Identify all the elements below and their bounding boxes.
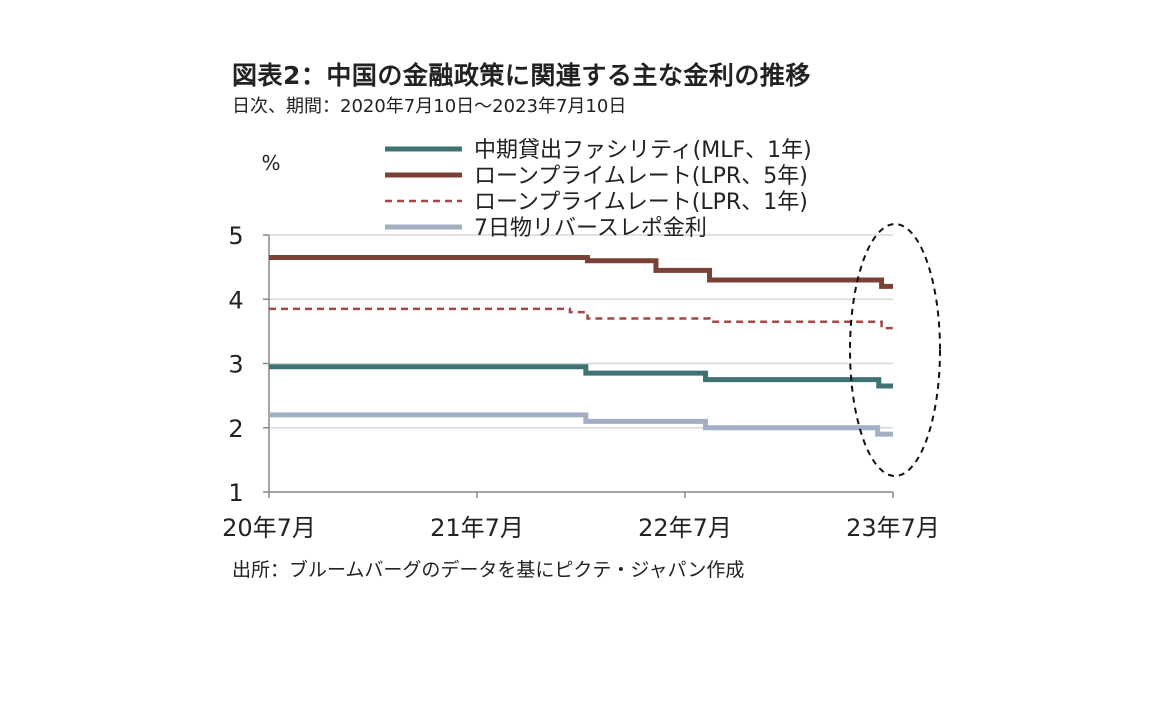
x-tick-label: 20年7月 [222,514,316,542]
legend-label-2: ローンプライムレート(LPR、5年) [474,164,808,189]
annotations [849,223,941,477]
series-line-4 [269,412,893,437]
series-lines [269,254,893,437]
legend-label-3: ローンプライムレート(LPR、1年) [474,190,808,215]
source-note: 出所：ブルームバーグのデータを基にピクテ・ジャパン作成 [232,559,745,581]
y-tick-label: 5 [228,222,243,250]
series-line-2 [269,254,893,289]
x-tick-label: 23年7月 [846,514,940,542]
y-tick-label: 2 [228,415,243,443]
y-tick-label: 1 [228,479,243,507]
gridlines [269,234,893,429]
chart-title: 図表2：中国の金融政策に関連する主な金利の推移 [232,61,811,90]
axes: 1 2 3 4 5% 20年7月 21年7月 22年7月 23年7月 [222,151,940,542]
series-line-1 [269,364,893,389]
y-tick-label: 3 [228,351,243,379]
legend: 中期貸出ファシリティ(MLF、1年)ローンプライムレート(LPR、5年)ローンプ… [385,138,812,241]
y-tick-label: 4 [228,286,243,314]
legend-label-4: 7日物リバースレポ金利 [474,216,707,241]
y-axis-label: % [261,151,280,175]
x-tick-label: 21年7月 [430,514,524,542]
x-tick-label: 22年7月 [638,514,732,542]
legend-label-1: 中期貸出ファシリティ(MLF、1年) [474,138,812,163]
chart-subtitle: 日次、期間：2020年7月10日～2023年7月10日 [232,96,627,117]
highlight-ellipse [849,223,941,477]
series-line-3 [269,307,893,330]
